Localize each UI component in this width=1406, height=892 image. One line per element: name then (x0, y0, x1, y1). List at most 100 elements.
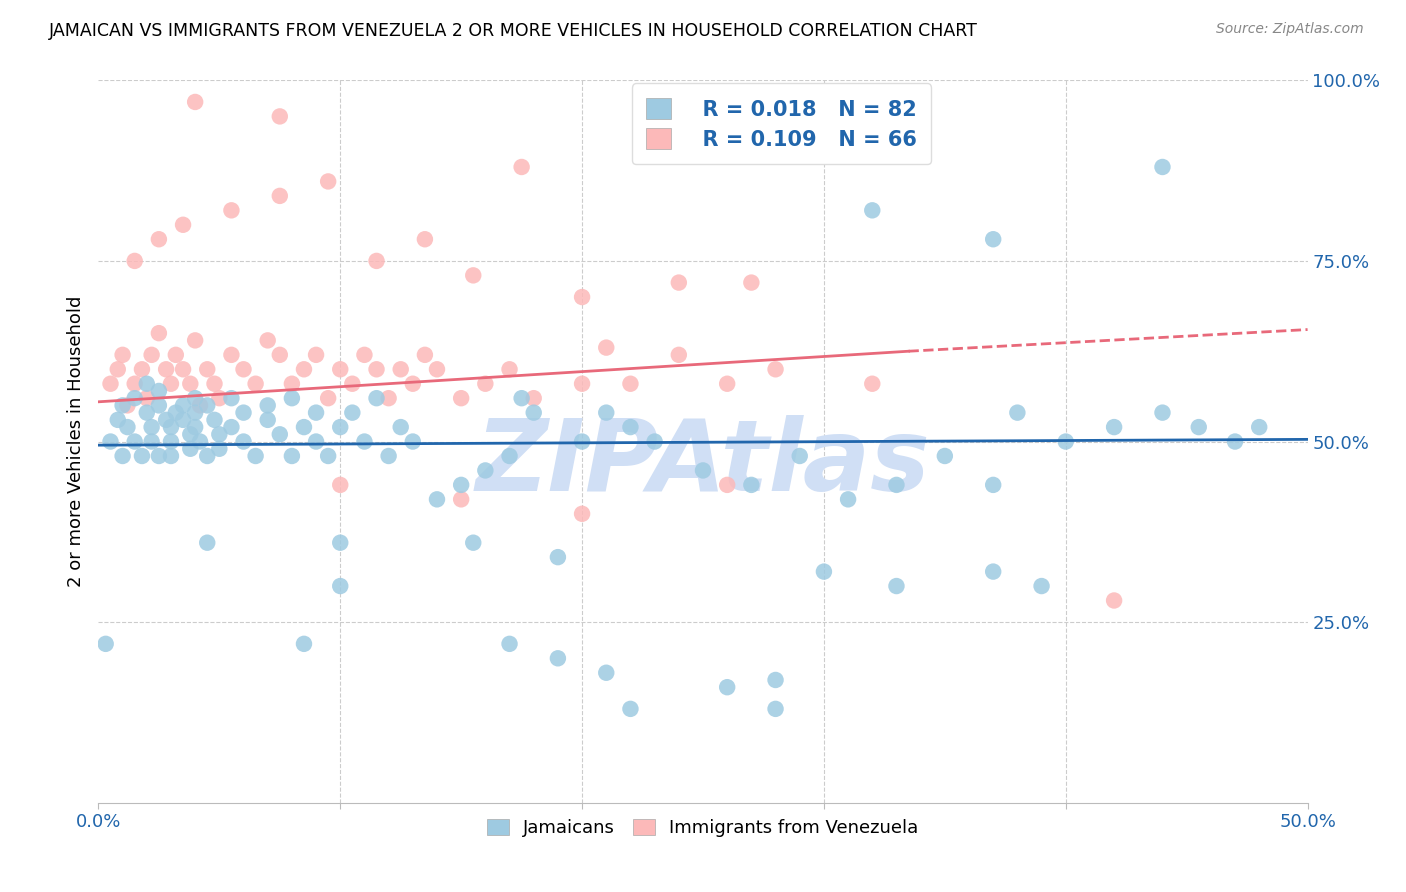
Point (316, 449, 339, 463)
Point (716, 680, 738, 694)
Point (377, 391, 399, 405)
Point (100, 434, 122, 449)
Point (474, 376, 496, 391)
Point (160, 420, 183, 434)
Point (305, 348, 328, 362)
Point (165, 406, 187, 420)
Point (269, 348, 291, 362)
Point (329, 362, 352, 376)
Point (221, 203, 243, 218)
Point (1031, 579, 1053, 593)
Point (179, 427, 201, 442)
Point (256, 413, 278, 427)
Point (221, 391, 243, 405)
Point (716, 376, 738, 391)
Point (111, 449, 134, 463)
Point (188, 434, 211, 449)
Point (1054, 434, 1077, 449)
Point (179, 442, 201, 456)
Point (692, 463, 714, 477)
Point (107, 413, 129, 427)
Point (498, 637, 520, 651)
Point (860, 376, 883, 391)
Point (305, 434, 328, 449)
Point (221, 420, 243, 434)
Point (413, 348, 436, 362)
Text: ZIPAtlas: ZIPAtlas (475, 415, 931, 512)
Point (221, 348, 243, 362)
Point (135, 406, 157, 420)
Point (571, 507, 593, 521)
Point (160, 376, 183, 391)
Point (668, 348, 690, 362)
Point (1152, 406, 1174, 420)
Point (281, 391, 304, 405)
Point (716, 478, 738, 492)
Point (547, 550, 569, 565)
Point (179, 376, 201, 391)
Point (450, 391, 472, 405)
Point (165, 348, 187, 362)
Point (377, 449, 399, 463)
Point (184, 95, 207, 109)
Point (1102, 420, 1125, 434)
Point (195, 362, 218, 376)
Point (208, 391, 231, 405)
Point (571, 434, 593, 449)
Point (172, 413, 194, 427)
Point (329, 579, 352, 593)
Point (256, 334, 278, 348)
Point (281, 449, 304, 463)
Point (269, 189, 291, 203)
Point (245, 376, 267, 391)
Point (155, 362, 177, 376)
Point (188, 398, 211, 412)
Point (523, 391, 546, 405)
Point (426, 492, 449, 507)
Point (100, 376, 122, 391)
Point (765, 673, 787, 687)
Point (789, 449, 811, 463)
Text: JAMAICAN VS IMMIGRANTS FROM VENEZUELA 2 OR MORE VEHICLES IN HOUSEHOLD CORRELATIO: JAMAICAN VS IMMIGRANTS FROM VENEZUELA 2 … (49, 22, 979, 40)
Point (510, 391, 533, 405)
Point (195, 449, 218, 463)
Point (886, 579, 908, 593)
Point (148, 326, 170, 340)
Point (595, 406, 617, 420)
Point (463, 268, 485, 283)
Point (353, 434, 375, 449)
Point (232, 362, 254, 376)
Point (204, 413, 226, 427)
Point (402, 376, 425, 391)
Point (107, 362, 129, 376)
Point (329, 478, 352, 492)
Point (1188, 420, 1211, 434)
Point (172, 362, 194, 376)
Point (316, 391, 339, 405)
Point (837, 492, 859, 507)
Point (208, 442, 231, 456)
Point (316, 174, 339, 188)
Point (498, 449, 520, 463)
Point (342, 406, 364, 420)
Point (571, 376, 593, 391)
Point (402, 434, 425, 449)
Point (860, 203, 883, 218)
Point (1102, 593, 1125, 607)
Point (981, 232, 1004, 246)
Point (281, 376, 304, 391)
Point (124, 253, 146, 268)
Point (124, 434, 146, 449)
Point (148, 384, 170, 398)
Point (413, 232, 436, 246)
Point (184, 420, 207, 434)
Point (740, 95, 762, 109)
Point (740, 478, 762, 492)
Point (232, 406, 254, 420)
Point (934, 449, 956, 463)
Point (204, 376, 226, 391)
Legend: Jamaicans, Immigrants from Venezuela: Jamaicans, Immigrants from Venezuela (479, 812, 927, 845)
Point (571, 290, 593, 304)
Point (111, 398, 134, 412)
Point (256, 398, 278, 412)
